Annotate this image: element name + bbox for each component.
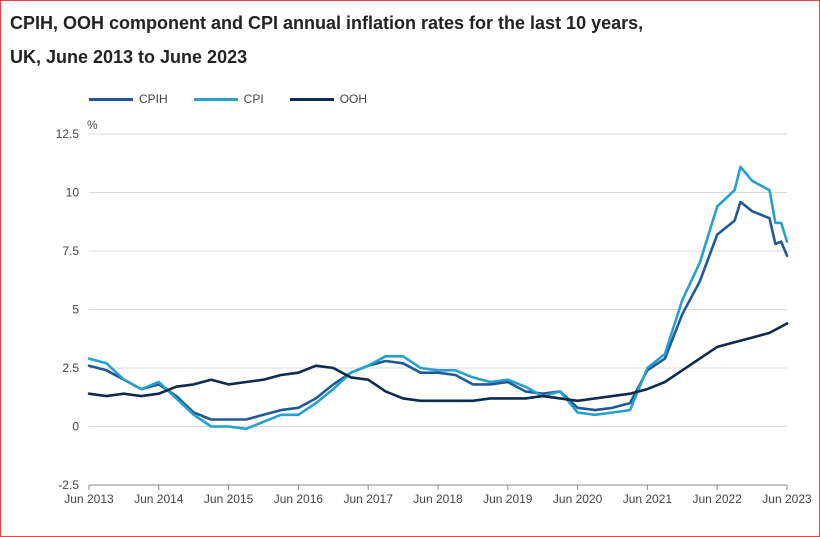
x-tick-label: Jun 2015 bbox=[204, 492, 254, 506]
legend-swatch bbox=[89, 97, 133, 101]
x-tick-label: Jun 2019 bbox=[483, 492, 533, 506]
x-tick-label: Jun 2017 bbox=[344, 492, 394, 506]
y-axis-unit-label: % bbox=[87, 118, 98, 132]
chart-legend: CPIH CPI OOH bbox=[89, 89, 393, 109]
legend-swatch bbox=[193, 97, 238, 101]
x-tick-label: Jun 2016 bbox=[274, 492, 324, 506]
legend-label: CPIH bbox=[139, 92, 168, 106]
legend-label: CPI bbox=[243, 92, 264, 106]
legend-label: OOH bbox=[339, 92, 368, 106]
x-tick-label: Jun 2014 bbox=[134, 492, 184, 506]
series-line-ooh bbox=[87, 322, 789, 403]
x-tick-label: Jun 2022 bbox=[693, 492, 743, 506]
y-tick-label: 2.5 bbox=[62, 361, 79, 375]
x-tick-label: Jun 2013 bbox=[64, 492, 114, 506]
series-line-cpi bbox=[87, 165, 789, 431]
series-line-cpih bbox=[87, 200, 789, 421]
x-tick-label: Jun 2020 bbox=[553, 492, 603, 506]
y-tick-label: 12.5 bbox=[56, 127, 80, 141]
legend-item-cpi: CPI bbox=[193, 92, 264, 106]
x-tick-label: Jun 2023 bbox=[762, 492, 812, 506]
y-tick-label: 0 bbox=[72, 420, 79, 434]
y-tick-label: -2.5 bbox=[58, 478, 79, 492]
chart-title: CPIH, OOH component and CPI annual infla… bbox=[10, 6, 800, 74]
y-tick-label: 5 bbox=[72, 303, 79, 317]
legend-item-cpih: CPIH bbox=[89, 92, 168, 106]
x-tick-label: Jun 2018 bbox=[413, 492, 463, 506]
legend-swatch bbox=[289, 97, 334, 101]
x-tick-label: Jun 2021 bbox=[623, 492, 673, 506]
y-tick-label: 10 bbox=[66, 186, 80, 200]
y-tick-label: 7.5 bbox=[62, 244, 79, 258]
chart-title-line-1: CPIH, OOH component and CPI annual infla… bbox=[10, 13, 644, 33]
chart-title-line-2: UK, June 2013 to June 2023 bbox=[10, 47, 248, 67]
legend-item-ooh: OOH bbox=[289, 92, 368, 106]
